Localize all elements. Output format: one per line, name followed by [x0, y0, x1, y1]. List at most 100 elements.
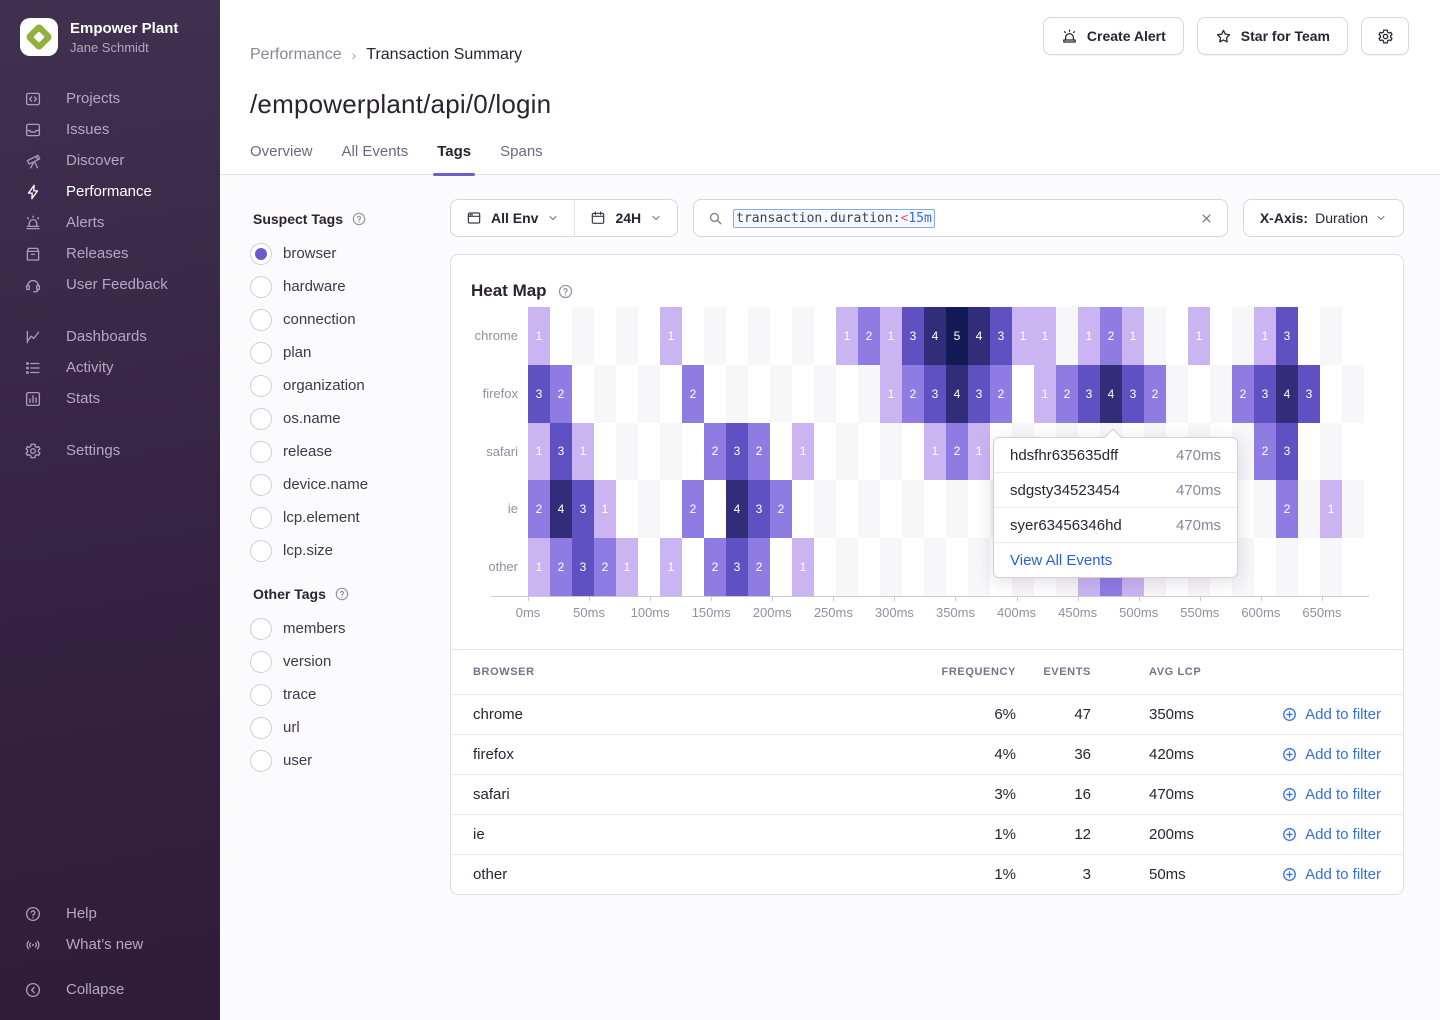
tag-radio-release[interactable]: release	[250, 435, 450, 468]
heatmap-cell-firefox-20[interactable]: 3	[968, 364, 990, 423]
add-to-filter-button[interactable]: Add to filter	[1281, 706, 1381, 723]
environment-dropdown[interactable]: All Env	[451, 200, 574, 236]
tab-spans[interactable]: Spans	[500, 143, 543, 160]
tab-overview[interactable]: Overview	[250, 143, 313, 160]
sidebar-item-projects[interactable]: Projects	[0, 83, 220, 114]
heatmap-cell-ie-0[interactable]: 2	[528, 480, 550, 539]
tag-radio-plan[interactable]: plan	[250, 336, 450, 369]
view-all-events-link[interactable]: View All Events	[1010, 551, 1113, 569]
add-to-filter-button[interactable]: Add to filter	[1281, 786, 1381, 803]
tab-all-events[interactable]: All Events	[341, 143, 409, 160]
heatmap-cell-safari-33[interactable]: 2	[1254, 422, 1276, 481]
search-filter-token[interactable]: transaction.duration:<15m	[733, 208, 935, 228]
heatmap-cell-firefox-28[interactable]: 2	[1144, 364, 1166, 423]
radio-icon[interactable]	[250, 440, 272, 463]
heatmap-cell-safari-12[interactable]: 1	[792, 422, 814, 481]
tag-radio-os-name[interactable]: os.name	[250, 402, 450, 435]
heatmap-cell-firefox-35[interactable]: 3	[1298, 364, 1320, 423]
radio-icon[interactable]	[250, 473, 272, 496]
question-icon[interactable]	[334, 586, 350, 602]
heatmap-cell-chrome-0[interactable]: 1	[528, 307, 550, 365]
question-icon[interactable]	[557, 283, 574, 300]
search-input[interactable]: transaction.duration:<15m	[693, 199, 1228, 237]
heatmap-cell-chrome-14[interactable]: 1	[836, 307, 858, 365]
tag-radio-user[interactable]: user	[250, 744, 450, 777]
tag-radio-lcp-size[interactable]: lcp.size	[250, 534, 450, 567]
heatmap-cell-other-4[interactable]: 1	[616, 538, 638, 596]
sidebar-item-activity[interactable]: Activity	[0, 352, 220, 383]
heatmap-cell-other-2[interactable]: 3	[572, 538, 594, 596]
heatmap-cell-firefox-32[interactable]: 2	[1232, 364, 1254, 423]
add-to-filter-button[interactable]: Add to filter	[1281, 746, 1381, 763]
heatmap-cell-chrome-27[interactable]: 1	[1122, 307, 1144, 365]
sidebar-item-stats[interactable]: Stats	[0, 383, 220, 414]
tag-radio-connection[interactable]: connection	[250, 303, 450, 336]
heatmap-cell-ie-1[interactable]: 4	[550, 480, 572, 539]
x-axis-dropdown[interactable]: X-Axis: Duration	[1242, 199, 1404, 237]
heatmap-cell-firefox-25[interactable]: 3	[1078, 364, 1100, 423]
radio-icon[interactable]	[250, 275, 272, 298]
heatmap-cell-firefox-21[interactable]: 2	[990, 364, 1012, 423]
tag-radio-organization[interactable]: organization	[250, 369, 450, 402]
heatmap-cell-safari-8[interactable]: 2	[704, 422, 726, 481]
heatmap-cell-chrome-15[interactable]: 2	[858, 307, 880, 365]
sidebar-item-alerts[interactable]: Alerts	[0, 207, 220, 238]
heatmap-cell-firefox-26[interactable]: 4	[1100, 364, 1122, 423]
tag-radio-version[interactable]: version	[250, 645, 450, 678]
heatmap-cell-chrome-25[interactable]: 1	[1078, 307, 1100, 365]
heatmap-cell-chrome-6[interactable]: 1	[660, 307, 682, 365]
heatmap-cell-other-8[interactable]: 2	[704, 538, 726, 596]
sidebar-item-performance[interactable]: Performance	[0, 176, 220, 207]
heatmap-cell-firefox-24[interactable]: 2	[1056, 364, 1078, 423]
heatmap-cell-safari-34[interactable]: 3	[1276, 422, 1298, 481]
heatmap-cell-ie-7[interactable]: 2	[682, 480, 704, 539]
radio-icon[interactable]	[250, 716, 272, 739]
tag-radio-lcp-element[interactable]: lcp.element	[250, 501, 450, 534]
tooltip-event-row[interactable]: hdsfhr635635dff 470ms	[994, 438, 1237, 473]
heatmap-cell-firefox-33[interactable]: 3	[1254, 364, 1276, 423]
sidebar-item-discover[interactable]: Discover	[0, 145, 220, 176]
radio-icon[interactable]	[250, 617, 272, 640]
heatmap-cell-chrome-18[interactable]: 4	[924, 307, 946, 365]
heatmap-cell-safari-9[interactable]: 3	[726, 422, 748, 481]
sidebar-collapse-button[interactable]: Collapse	[0, 974, 220, 1005]
radio-icon[interactable]	[250, 242, 272, 265]
sidebar-item-issues[interactable]: Issues	[0, 114, 220, 145]
heatmap-cell-chrome-20[interactable]: 4	[968, 307, 990, 365]
tooltip-event-row[interactable]: sdgsty34523454 470ms	[994, 473, 1237, 508]
heatmap-cell-firefox-27[interactable]: 3	[1122, 364, 1144, 423]
radio-icon[interactable]	[250, 407, 272, 430]
heatmap-cell-safari-1[interactable]: 3	[550, 422, 572, 481]
heatmap-cell-safari-2[interactable]: 1	[572, 422, 594, 481]
sidebar-item-help[interactable]: Help	[0, 898, 220, 929]
heatmap-cell-chrome-16[interactable]: 1	[880, 307, 902, 365]
radio-icon[interactable]	[250, 506, 272, 529]
add-to-filter-button[interactable]: Add to filter	[1281, 826, 1381, 843]
heatmap-cell-chrome-26[interactable]: 2	[1100, 307, 1122, 365]
radio-icon[interactable]	[250, 650, 272, 673]
tag-radio-members[interactable]: members	[250, 612, 450, 645]
tab-tags[interactable]: Tags	[433, 143, 476, 176]
heatmap-cell-firefox-19[interactable]: 4	[946, 364, 968, 423]
heatmap-cell-firefox-16[interactable]: 1	[880, 364, 902, 423]
heatmap-cell-other-10[interactable]: 2	[748, 538, 770, 596]
heatmap-cell-firefox-7[interactable]: 2	[682, 364, 704, 423]
breadcrumb-parent[interactable]: Performance	[250, 46, 342, 63]
heatmap-cell-safari-19[interactable]: 2	[946, 422, 968, 481]
heatmap-cell-ie-3[interactable]: 1	[594, 480, 616, 539]
heatmap-cell-other-1[interactable]: 2	[550, 538, 572, 596]
tag-radio-hardware[interactable]: hardware	[250, 270, 450, 303]
heatmap-cell-safari-18[interactable]: 1	[924, 422, 946, 481]
radio-icon[interactable]	[250, 683, 272, 706]
heatmap-cell-other-0[interactable]: 1	[528, 538, 550, 596]
heatmap-cell-ie-2[interactable]: 3	[572, 480, 594, 539]
heatmap-cell-other-12[interactable]: 1	[792, 538, 814, 596]
heatmap-cell-chrome-34[interactable]: 3	[1276, 307, 1298, 365]
time-range-dropdown[interactable]: 24H	[575, 200, 677, 236]
org-switcher[interactable]: Empower Plant Jane Schmidt	[0, 0, 220, 83]
heatmap-cell-chrome-17[interactable]: 3	[902, 307, 924, 365]
question-icon[interactable]	[351, 211, 367, 227]
radio-icon[interactable]	[250, 374, 272, 397]
radio-icon[interactable]	[250, 341, 272, 364]
add-to-filter-button[interactable]: Add to filter	[1281, 866, 1381, 883]
